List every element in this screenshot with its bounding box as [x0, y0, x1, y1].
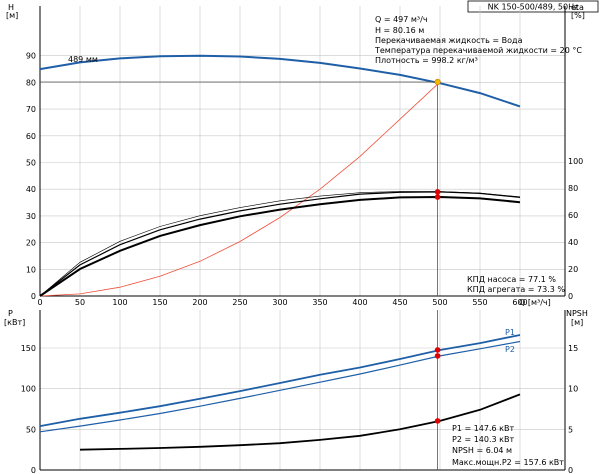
info-flow: Q = 497 м³/ч — [375, 15, 428, 24]
operating-point-head — [434, 78, 441, 86]
x-tick-label: 500 — [432, 298, 447, 307]
info-p2: P2 = 140.3 кВт — [452, 435, 514, 444]
title-box — [467, 0, 599, 13]
eta-tick-label: 60 — [568, 211, 578, 220]
p2-curve-label: P2 — [505, 345, 515, 354]
p-tick-label: 50 — [26, 425, 36, 434]
x-tick-label: 0 — [37, 298, 42, 307]
x-tick-label: 250 — [232, 298, 247, 307]
bottom-left-axis-label-p: P — [8, 309, 13, 318]
eta-tick-label: 80 — [568, 184, 578, 193]
operating-point-npsh — [434, 418, 441, 424]
chart-title: NK 150-500/489, 50Hz — [488, 3, 579, 12]
system-curve — [39, 81, 441, 297]
top-right-axis-label-unit: [%] — [571, 11, 585, 20]
top-left-axis-label-h: H — [8, 3, 14, 12]
h-tick-label: 0 — [31, 292, 36, 301]
npsh-curve — [79, 393, 521, 451]
npsh-tick-label: 0 — [568, 466, 573, 474]
h-tick-label: 60 — [26, 132, 36, 141]
eta-tick-label: 40 — [568, 238, 578, 247]
npsh-tick-label: 5 — [568, 425, 573, 434]
x-tick-label: 400 — [352, 298, 367, 307]
bottom-right-axis-label-unit: [м] — [571, 318, 583, 327]
x-tick-label: 300 — [272, 298, 287, 307]
info-temperature: Температура перекачиваемой жидкости = 20… — [374, 46, 582, 55]
x-tick-label: 200 — [192, 298, 207, 307]
operating-point-p1 — [434, 347, 441, 353]
operating-point-unit-efficiency — [434, 194, 441, 200]
info-max-power: Макс.мощн.P2 = 157.6 кВт — [452, 458, 564, 467]
h-tick-label: 70 — [26, 105, 36, 114]
info-density: Плотность = 998.2 кг/м³ — [375, 56, 478, 65]
h-tick-label: 50 — [26, 159, 36, 168]
bottom-right-axis-label-npsh: NPSH — [566, 309, 588, 318]
h-tick-label: 30 — [26, 212, 36, 221]
info-head: H = 80.16 м — [375, 26, 424, 35]
top-right-axis-label-eta: eta — [571, 3, 584, 12]
info-npsh: NPSH = 6.04 м — [452, 446, 512, 455]
x-tick-label: 150 — [152, 298, 167, 307]
eta-tick-label: 20 — [568, 265, 578, 274]
x-tick-label: 550 — [472, 298, 487, 307]
eta-tick-label: 100 — [568, 157, 583, 166]
p-tick-label: 150 — [21, 344, 36, 353]
operating-point-pump-efficiency — [434, 189, 441, 195]
info-unit-efficiency: КПД агрегата = 73.3 % — [467, 285, 565, 294]
x-tick-label: 600 — [512, 298, 527, 307]
info-p1: P1 = 147.6 кВт — [452, 424, 514, 433]
info-fluid: Перекачиваемая жидкость = Вода — [375, 36, 523, 45]
x-tick-label: 450 — [392, 298, 407, 307]
p1-curve-label: P1 — [505, 328, 515, 337]
p-tick-label: 0 — [31, 466, 36, 474]
h-tick-label: 20 — [26, 239, 36, 248]
tick-labels: 0 50 100 150 200 250 300 350 400 450 500 550 6000102… — [21, 52, 584, 474]
x-tick-label: 100 — [112, 298, 127, 307]
npsh-tick-label: 10 — [568, 385, 578, 394]
operating-points — [434, 78, 441, 424]
operating-point-p2 — [434, 353, 441, 359]
info-pump-efficiency: КПД насоса = 77.1 % — [467, 275, 556, 284]
top-left-axis-label-unit: [м] — [6, 11, 18, 20]
h-tick-label: 90 — [26, 52, 36, 61]
p-tick-label: 100 — [21, 385, 36, 394]
impeller-diameter-label: 489 мм — [68, 55, 98, 64]
x-tick-label: 50 — [75, 298, 85, 307]
npsh-tick-label: 15 — [568, 344, 578, 353]
x-tick-label: 350 — [312, 298, 327, 307]
h-tick-label: 40 — [26, 185, 36, 194]
h-tick-label: 10 — [26, 265, 36, 274]
h-tick-label: 80 — [26, 78, 36, 87]
eta-tick-label: 0 — [568, 292, 573, 301]
top-chart-grid — [39, 6, 565, 297]
curves — [39, 54, 521, 470]
x-axis-label: Q [м³/ч] — [519, 298, 551, 307]
bottom-left-axis-label-unit: [кВт] — [4, 318, 25, 327]
axes — [39, 6, 566, 471]
